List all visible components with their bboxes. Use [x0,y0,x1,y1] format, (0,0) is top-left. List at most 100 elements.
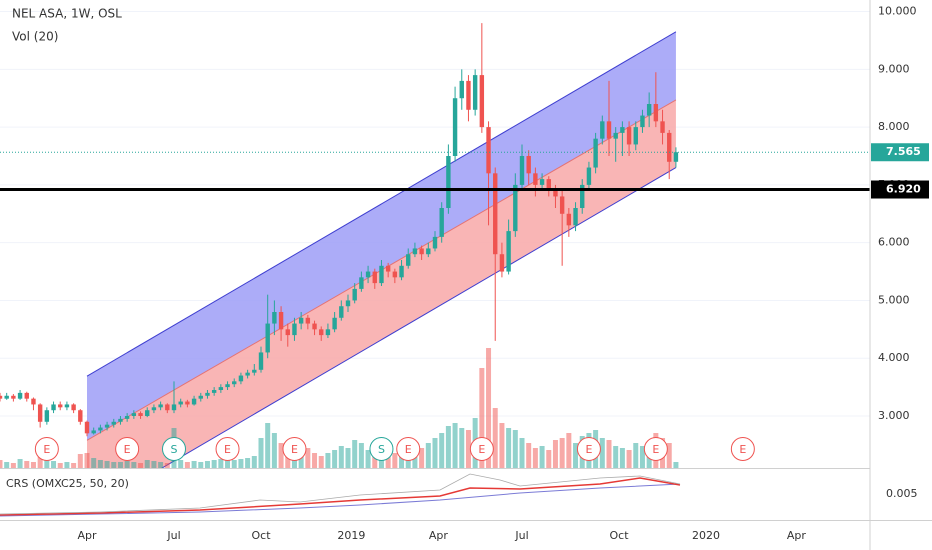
event-marker [115,437,140,461]
candle-body [198,395,203,399]
candle-body [238,375,244,382]
candle-body [151,407,157,411]
volume-bar [552,440,558,468]
event-label: E [224,443,231,456]
volume-bar [432,438,438,468]
volume-bar [352,440,358,468]
volume-bar [325,453,331,468]
candle-body [533,173,538,185]
volume-bar [211,460,217,468]
y-tick-label: 5.000 [878,293,910,306]
candle-body [71,404,76,411]
event-label: S [171,443,178,456]
candle-body [406,254,411,266]
candle-body [265,323,270,353]
candle-body [225,384,230,388]
crs-title: CRS (OMXC25, 50, 20) [6,477,129,490]
candle-body [660,121,665,133]
volume-bar [639,446,645,468]
candle-body [559,196,565,214]
event-label: E [124,443,131,456]
volume-bar [64,462,70,468]
candle-body [593,138,598,168]
volume-bar [151,461,157,468]
candle-body [379,265,384,284]
candle-body [145,410,150,416]
volume-bar [30,462,36,468]
volume-bar [24,461,30,468]
volume-bar [305,448,311,468]
y-tick-label: 3.000 [878,409,910,422]
volume-bar [238,459,244,468]
y-tick-label: 4.000 [878,351,910,364]
candle-body [24,392,29,399]
candle-body [118,418,123,422]
candle-body [158,404,163,408]
volume-bar [84,453,90,468]
candle-body [385,265,391,272]
volume-bar [117,462,123,468]
volume-bar [465,430,471,468]
volume-bar [452,423,458,468]
candle-body [345,300,351,307]
last-price-box [871,143,929,162]
volume-bar [17,459,23,468]
hline-label: 6.920 [886,183,921,196]
event-marker [469,437,494,461]
candle-body [365,271,371,278]
candle-body [64,404,70,408]
x-tick-label: Apr [77,529,97,542]
candle-body [419,248,424,255]
volume-bar [4,462,10,468]
volume-bar [392,453,398,468]
y-tick-label: 10.000 [878,5,917,18]
candle-body [466,80,471,110]
volume-bar [512,430,518,468]
volume-bar [666,443,672,468]
event-label: E [43,443,50,456]
candle-body [0,395,3,399]
candle-body [426,248,431,255]
volume-bar [499,423,505,468]
volume-bar [532,448,538,468]
candle-body [539,179,545,185]
event-marker [396,437,421,461]
volume-bar [111,462,117,468]
volume-bar [573,443,579,468]
volume-title: Vol (20) [12,30,58,44]
candle-body [91,430,96,434]
candle-body [258,352,264,370]
volume-bar [158,462,164,468]
candle-body [519,156,525,185]
candle-body [211,390,217,393]
candle-body [432,236,438,249]
candle-body [111,421,116,425]
y-tick-label: 6.000 [878,236,910,249]
candle-body [439,208,444,237]
channel-upper [86,31,677,377]
event-label: E [585,443,592,456]
candle-body [459,80,464,99]
y-tick-label: 8.000 [878,120,910,133]
volume-bar [231,460,237,468]
x-tick-label: 2020 [692,529,720,542]
volume-bar [332,450,338,468]
volume-bar [184,462,190,468]
price-pane [0,11,870,468]
candle-body [399,265,404,278]
candle-body [372,271,377,284]
volume-bar [539,446,545,468]
candle-body [319,329,324,336]
candle-body [640,115,645,128]
volume-bar [271,433,277,468]
volume-bar [225,458,231,468]
event-label: E [291,443,298,456]
candle-body [285,329,290,336]
candle-body [486,127,491,174]
volume-bar [51,461,57,468]
event-marker [369,437,394,461]
hline-label-box [871,180,929,199]
volume-bar [258,438,264,468]
candle-body [586,167,592,185]
volume-bar [506,428,512,468]
